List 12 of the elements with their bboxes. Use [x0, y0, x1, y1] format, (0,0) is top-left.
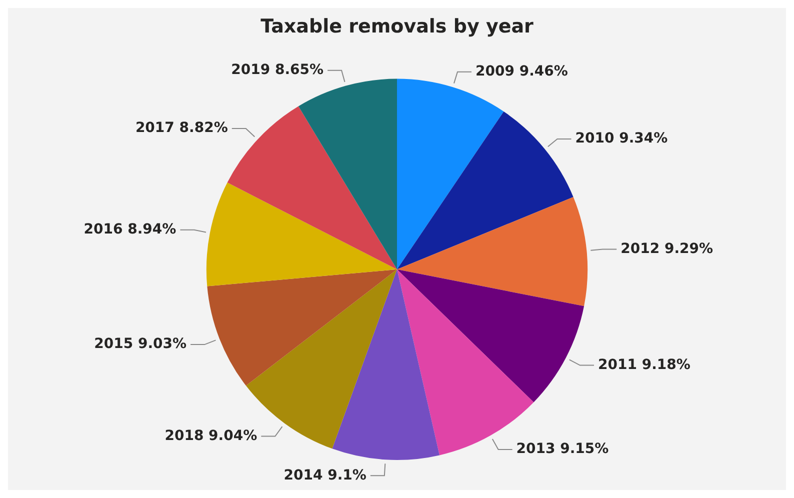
slice-label: 2018 9.04% — [164, 428, 258, 444]
slice-label: 2013 9.15% — [516, 441, 609, 458]
slice-label: 2019 8.65% — [231, 62, 324, 78]
slice-label: 2009 9.46% — [476, 64, 568, 80]
slice-label: 2010 9.34% — [575, 130, 668, 147]
slice-label: 2011 9.18% — [598, 356, 690, 373]
slice-label: 2015 9.03% — [94, 336, 187, 352]
slice-label: 2014 9.1% — [284, 467, 366, 484]
slice-label: 2016 8.94% — [84, 222, 176, 238]
slice-label: 2012 9.29% — [620, 240, 714, 257]
slice-label: 2017 8.82% — [135, 120, 228, 136]
chart-title: Taxable removals by year — [260, 15, 534, 38]
